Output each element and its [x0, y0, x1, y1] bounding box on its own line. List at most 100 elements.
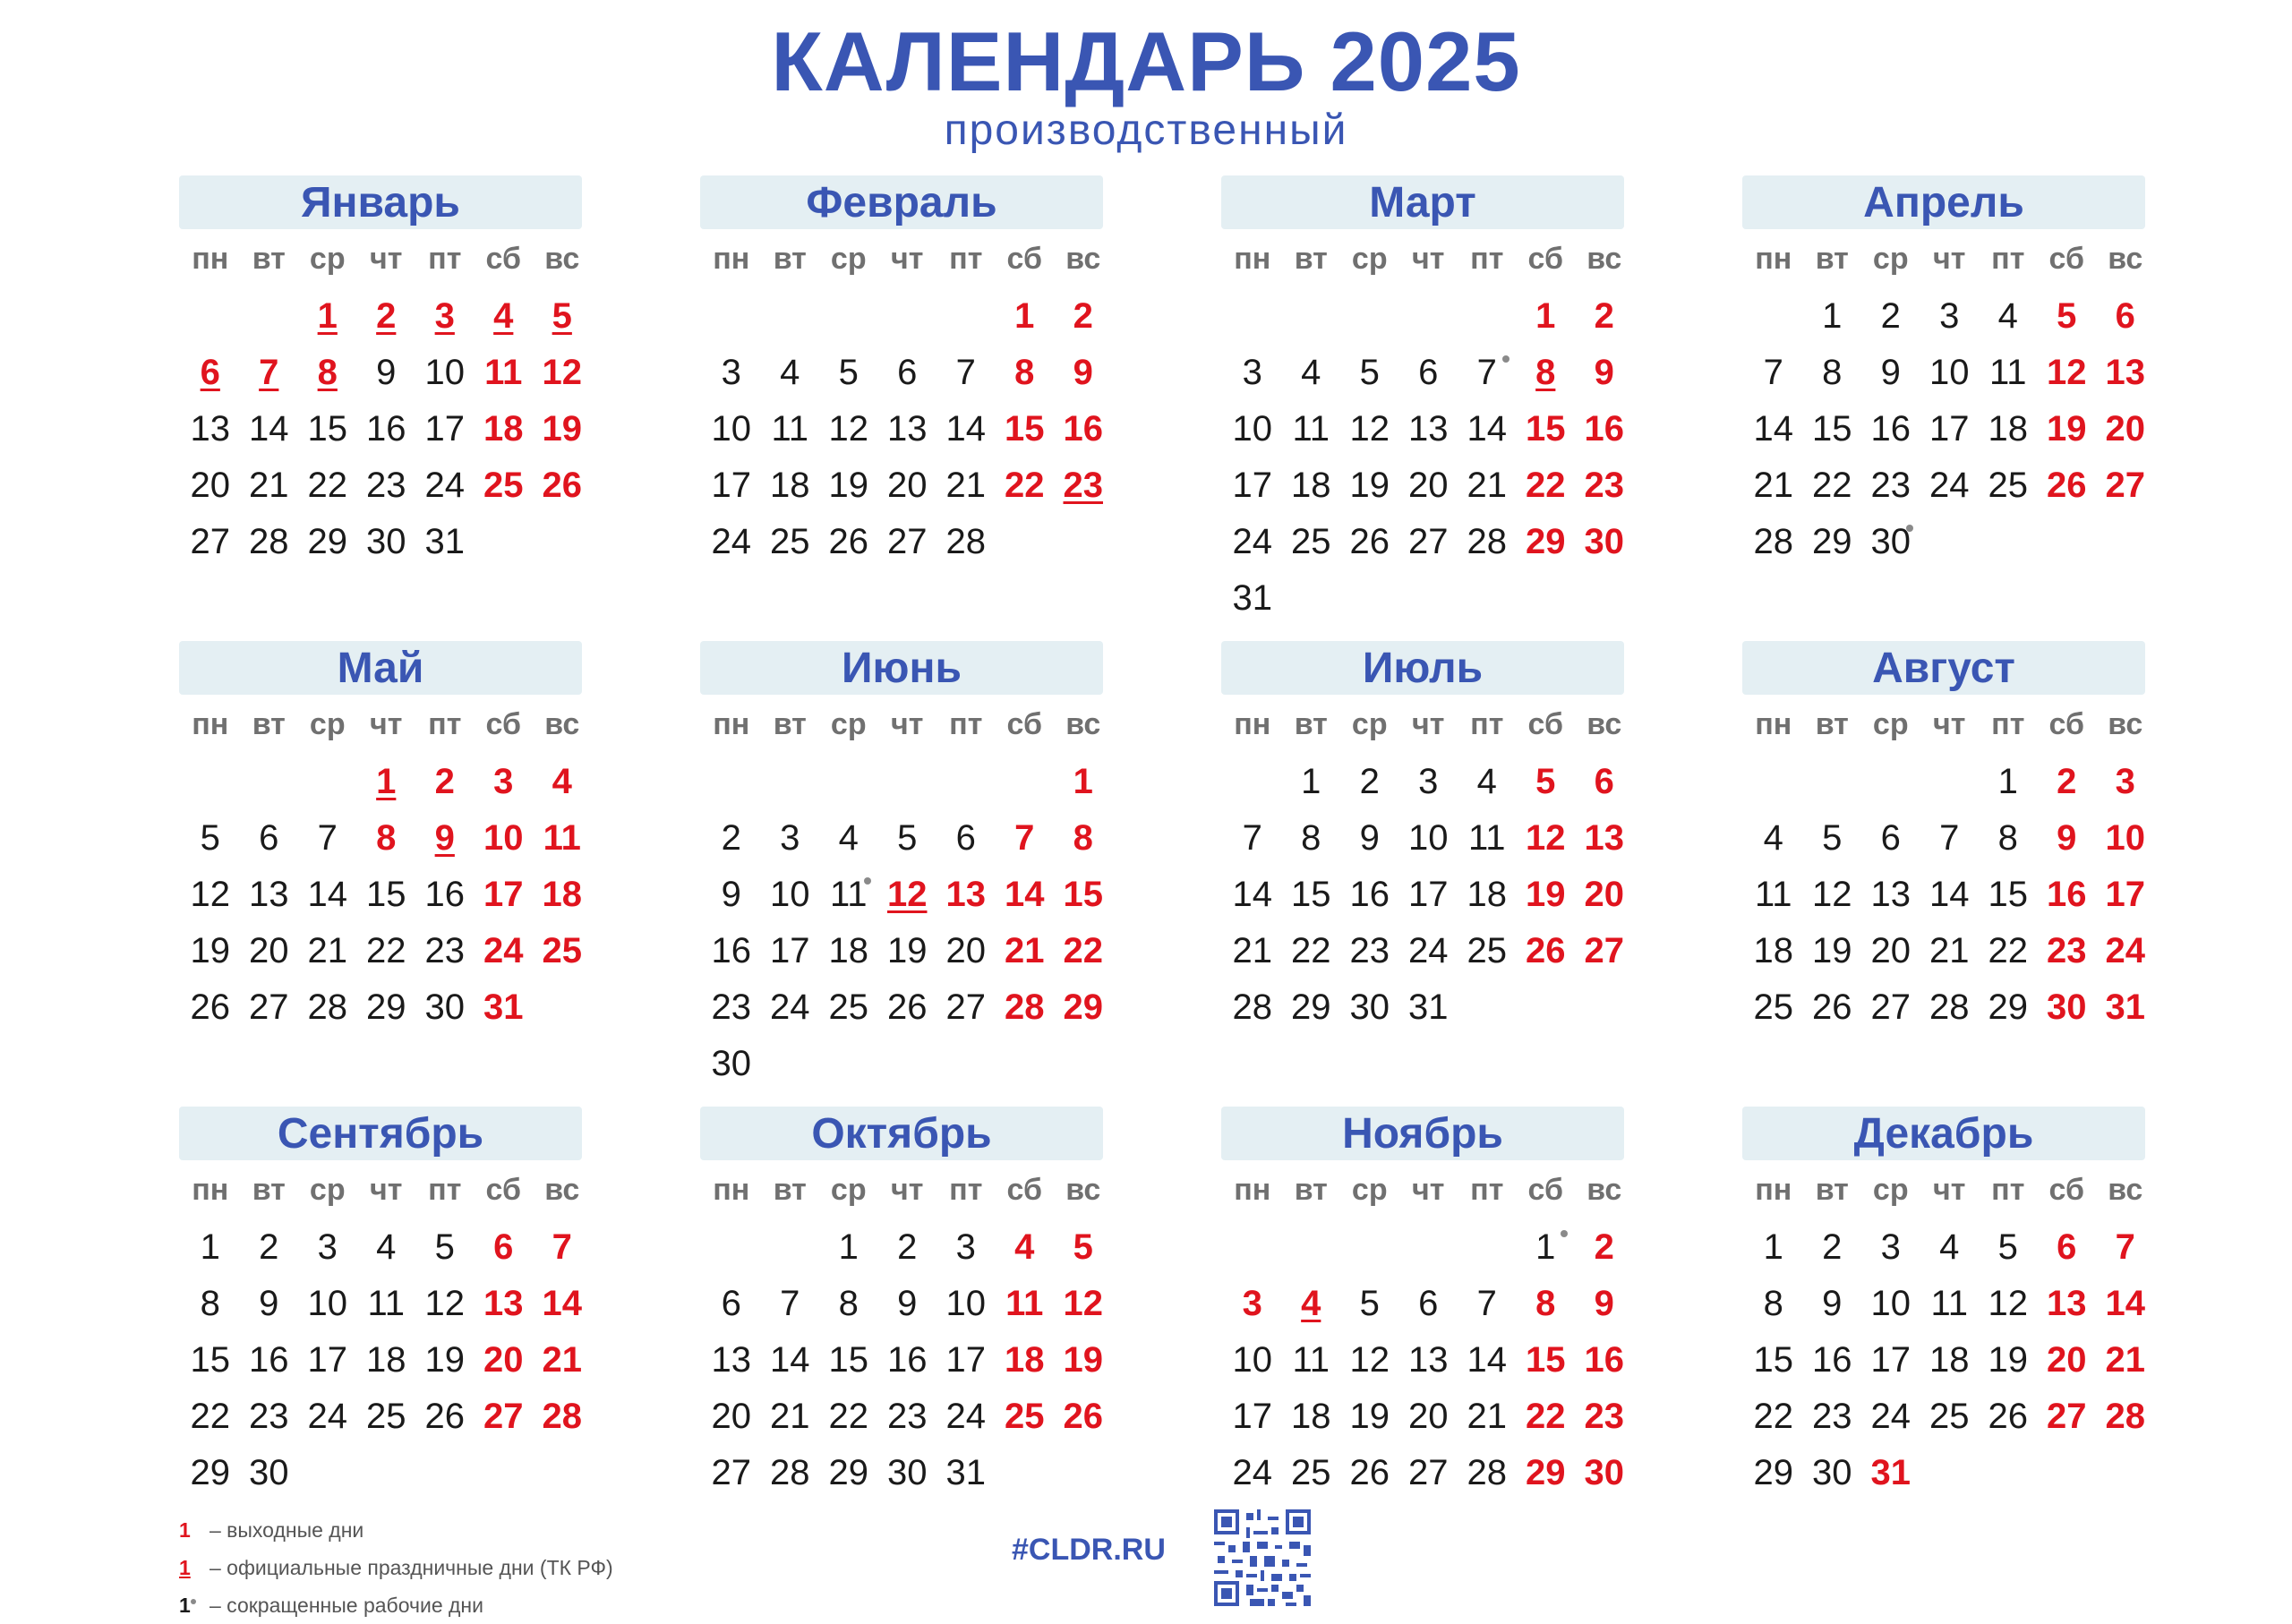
day-number: 29 — [1526, 522, 1566, 561]
day-number: 27 — [1870, 987, 1911, 1027]
day-number: 12 — [1349, 409, 1390, 449]
day-number: 11 — [367, 1284, 406, 1323]
day-cell: 25 — [761, 514, 820, 570]
weekday-label: сб — [1527, 706, 1563, 741]
day-cell: 18 — [1979, 401, 2038, 457]
day-cell: 24 — [936, 1389, 996, 1445]
day-number: 25 — [770, 522, 810, 561]
day-number: 31 — [945, 1453, 987, 1492]
month-block: Ноябрь пн вт ср чт пт сб вс 1 2 3 4 5 6 7 8 9 10 11 12 13 14 1… — [1221, 1107, 1624, 1501]
month-block: Май пн вт ср чт пт сб вс 1 2 3 4 5 6 7 8 9 10 11 12 13 14 15 16… — [179, 641, 582, 1036]
day-number: 5 — [1997, 1227, 2018, 1267]
day-number: 6 — [259, 818, 279, 858]
day-cell: 26 — [1979, 1389, 2038, 1445]
day-cell: 18 — [819, 923, 878, 979]
day-number: 16 — [1870, 409, 1911, 449]
holiday-day-cell: 4 — [475, 288, 534, 345]
day-number: 24 — [483, 931, 524, 970]
day-number: 14 — [1753, 409, 1794, 449]
month-block: Октябрь пн вт ср чт пт сб вс 1 2 3 4 5 6 7 8 9 10 11 12 13 14… — [700, 1107, 1103, 1501]
day-number: 27 — [483, 1397, 524, 1436]
day-cell: 19 — [819, 457, 878, 514]
day-cell: 19 — [1803, 923, 1862, 979]
day-cell: 14 — [1920, 867, 1980, 923]
day-number: 21 — [2105, 1340, 2146, 1380]
weekday-label: чт — [1412, 241, 1445, 276]
day-cell: 27 — [1399, 1445, 1458, 1501]
day-number: 25 — [1988, 466, 2029, 505]
day-number: 2 — [259, 1227, 279, 1267]
weekend-day-cell: 15 — [1054, 867, 1113, 923]
day-number: 13 — [711, 1340, 752, 1380]
day-number: 30 — [249, 1453, 289, 1492]
empty-day-cell — [1920, 754, 1980, 810]
day-cell: 9 — [878, 1276, 937, 1332]
day-cell: 18 — [1282, 457, 1341, 514]
weekend-day-cell: 19 — [533, 401, 592, 457]
weekday-label: чт — [370, 706, 403, 741]
day-cell: 21 — [1223, 923, 1282, 979]
day-number: 19 — [542, 409, 583, 449]
day-number: 1 — [1763, 1227, 1783, 1267]
day-number: 11 — [1754, 875, 1792, 914]
empty-day-cell — [1458, 288, 1517, 345]
month-name: Май — [179, 641, 582, 695]
weekend-day-cell: 22 — [1517, 1389, 1576, 1445]
holiday-day-cell: 23 — [1054, 457, 1113, 514]
day-number: 29 — [1812, 522, 1852, 561]
day-number: 7 — [2115, 1227, 2135, 1267]
day-number: 12 — [1526, 818, 1566, 858]
day-number: 1 — [200, 1227, 220, 1267]
weekend-day-cell: 25 — [475, 457, 534, 514]
day-number: 28 — [307, 987, 348, 1027]
empty-day-cell — [936, 288, 996, 345]
day-number: 22 — [1753, 1397, 1794, 1436]
day-cell: 30 — [1340, 979, 1399, 1036]
day-cell: 4 — [1458, 754, 1517, 810]
empty-day-cell — [1803, 754, 1862, 810]
empty-day-cell — [1282, 1219, 1341, 1276]
day-cell: 29 — [298, 514, 357, 570]
day-cell: 31 — [1399, 979, 1458, 1036]
day-cell: 31 — [415, 514, 475, 570]
day-number: 15 — [1291, 875, 1331, 914]
day-number: 7 — [780, 1284, 800, 1323]
day-number: 13 — [1408, 1340, 1449, 1380]
weekday-label: чт — [1933, 241, 1966, 276]
weekend-day-cell: 19 — [1054, 1332, 1113, 1389]
site-link[interactable]: #CLDR.RU — [1012, 1533, 1166, 1567]
weekend-day-cell: 13 — [2096, 345, 2155, 401]
day-number: 29 — [366, 987, 406, 1027]
day-cell: 22 — [1803, 457, 1862, 514]
day-cell: 21 — [1458, 457, 1517, 514]
weekend-day-cell: 6 — [1575, 754, 1634, 810]
weekday-label: вт — [773, 706, 807, 741]
day-number: 12 — [424, 1284, 466, 1323]
weekend-day-cell: 13 — [475, 1276, 534, 1332]
weekend-day-cell: 30 — [1575, 514, 1634, 570]
day-number: 22 — [190, 1397, 231, 1436]
day-number: 28 — [249, 522, 289, 561]
day-cell: 20 — [240, 923, 299, 979]
weekend-day-cell: 3 — [1223, 1276, 1282, 1332]
day-number: 16 — [249, 1340, 289, 1380]
day-number: 17 — [945, 1340, 987, 1380]
day-number: 5 — [2057, 296, 2077, 336]
weekend-day-cell: 12 — [1517, 810, 1576, 867]
day-number: 4 — [838, 818, 859, 858]
day-number: 4 — [780, 353, 800, 392]
day-cell: 17 — [761, 923, 820, 979]
day-cell: 21 — [761, 1389, 820, 1445]
day-number: 9 — [1594, 353, 1614, 392]
day-number: 16 — [1812, 1340, 1852, 1380]
weekend-day-cell: 2 — [1054, 288, 1113, 345]
day-cell: 23 — [357, 457, 416, 514]
weekend-day-cell: 6 — [475, 1219, 534, 1276]
day-number: 12 — [828, 409, 869, 449]
weekend-day-cell: 5 — [1054, 1219, 1113, 1276]
day-cell: 4 — [1979, 288, 2038, 345]
day-number: 20 — [945, 931, 987, 970]
short-day-cell: 7 — [1458, 345, 1517, 401]
day-number: 13 — [945, 875, 987, 914]
day-cell: 10 — [1223, 1332, 1282, 1389]
